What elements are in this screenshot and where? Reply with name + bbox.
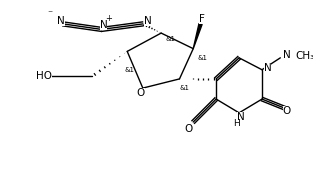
Text: N: N: [237, 112, 245, 122]
Text: H: H: [233, 119, 240, 128]
Polygon shape: [193, 23, 202, 49]
Text: O: O: [137, 88, 145, 98]
Text: &1: &1: [124, 67, 134, 73]
Text: F: F: [199, 14, 205, 24]
Text: &1: &1: [198, 55, 208, 61]
Text: O: O: [185, 124, 193, 134]
Text: &1: &1: [179, 85, 189, 91]
Text: N: N: [283, 50, 291, 60]
Text: +: +: [105, 14, 112, 23]
Text: ⁻: ⁻: [48, 10, 53, 20]
Text: N: N: [144, 16, 151, 26]
Text: N: N: [57, 16, 65, 26]
Text: N: N: [100, 20, 107, 30]
Text: O: O: [283, 106, 291, 116]
Text: N: N: [264, 63, 271, 73]
Text: &1: &1: [165, 36, 175, 43]
Text: CH₃: CH₃: [295, 51, 313, 61]
Text: HO: HO: [36, 71, 52, 81]
